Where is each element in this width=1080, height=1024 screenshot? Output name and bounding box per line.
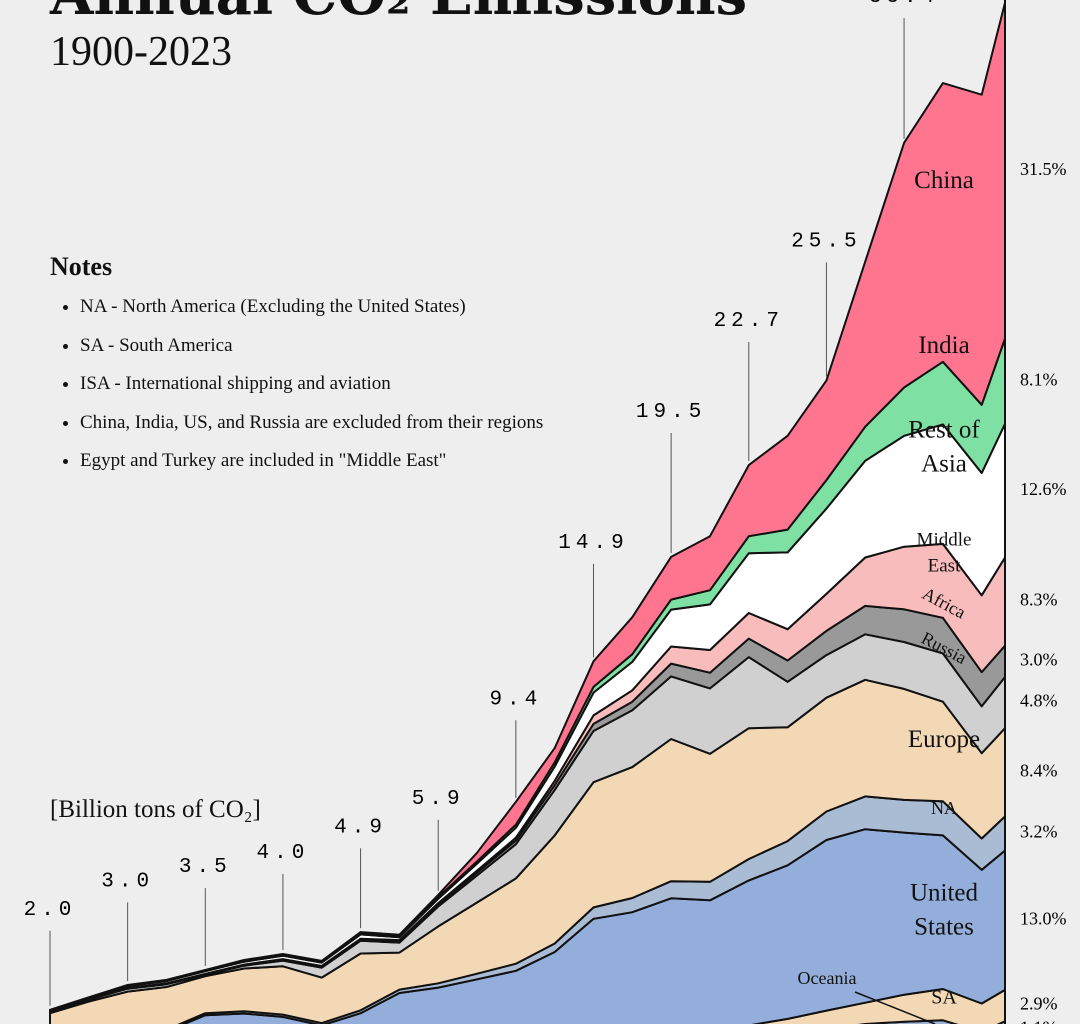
series-label: United States — [909, 879, 979, 940]
notes-title: Notes — [50, 252, 113, 281]
total-label: 14.9 — [558, 532, 628, 555]
share-label: 1.1% — [1020, 1018, 1058, 1024]
title: Annual CO₂ Emissions — [50, 0, 747, 28]
share-label: 8.4% — [1020, 760, 1058, 780]
note-item: SA - South America — [80, 335, 543, 374]
total-label: 2.0 — [24, 899, 77, 922]
series-label: Europe — [907, 726, 981, 754]
total-label: 25.5 — [791, 230, 861, 253]
share-label: 12.6% — [1020, 479, 1067, 499]
y-axis-label: [Billion tons of CO₂] — [50, 796, 261, 823]
series-label: SA — [931, 986, 957, 1009]
total-label: 19.5 — [636, 401, 706, 424]
series-label: NA — [931, 797, 957, 818]
series-label: Middle East — [916, 529, 972, 576]
note-item: NA - North America (Excluding the United… — [80, 296, 543, 335]
total-label: 9.4 — [489, 688, 542, 711]
note-item: China, India, US, and Russia are exclude… — [80, 412, 543, 451]
share-label: 2.9% — [1020, 994, 1058, 1014]
series-label: Oceania — [797, 967, 857, 988]
total-label: 5.9 — [412, 788, 465, 811]
leader — [854, 991, 936, 1024]
total-label: 3.5 — [179, 856, 232, 879]
share-label: 3.2% — [1020, 822, 1058, 842]
series-label: India — [918, 332, 970, 360]
share-label: 4.8% — [1020, 691, 1058, 711]
total-label: 35.4 — [869, 0, 939, 9]
share-label: 8.3% — [1020, 590, 1058, 610]
notes-list: NA - North America (Excluding the United… — [58, 296, 543, 489]
share-label: 31.5% — [1020, 159, 1067, 179]
total-label: 4.0 — [257, 842, 310, 865]
note-item: ISA - International shipping and aviatio… — [80, 373, 543, 412]
share-label: 13.0% — [1020, 908, 1067, 928]
share-label: 8.1% — [1020, 369, 1058, 389]
total-label: 3.0 — [101, 870, 154, 893]
total-label: 22.7 — [714, 310, 784, 333]
total-label: 4.9 — [334, 816, 387, 839]
series-label: Rest of Asia — [908, 416, 980, 477]
note-item: Egypt and Turkey are included in "Middle… — [80, 450, 543, 489]
subtitle: 1900-2023 — [50, 29, 232, 75]
area — [857, 1019, 1006, 1024]
series-label: China — [914, 167, 974, 195]
share-label: 3.0% — [1020, 649, 1058, 669]
